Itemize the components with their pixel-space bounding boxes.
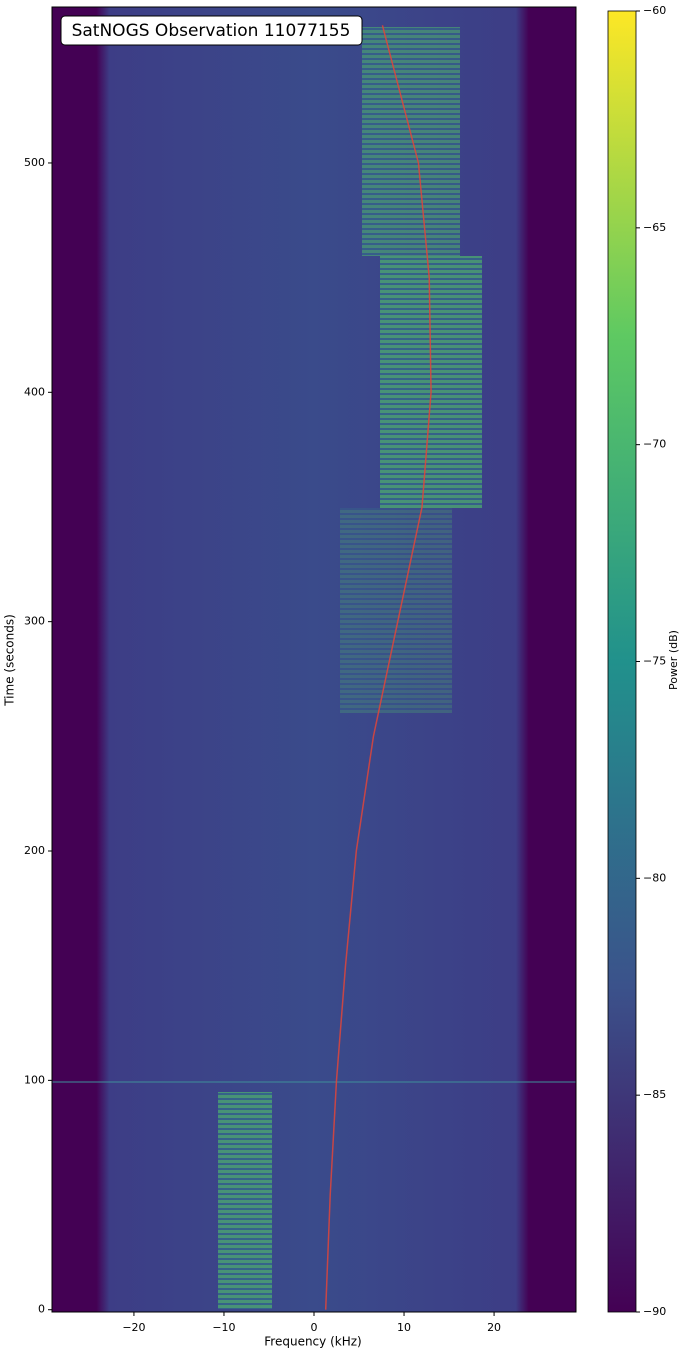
colorbar-tick-label: −75 <box>643 655 666 668</box>
colorbar-tick-label: −70 <box>643 438 666 451</box>
colorbar-tick-label: −80 <box>643 871 666 884</box>
x-tick-label: 20 <box>487 1321 501 1334</box>
waterfall <box>52 7 576 1312</box>
doppler-trace <box>324 25 432 1310</box>
colorbar-label: Power (dB) <box>667 630 680 690</box>
y-axis-label: Time (seconds) <box>3 614 17 707</box>
colorbar-tick-label: −60 <box>643 4 666 17</box>
colorbar-tick-label: −90 <box>643 1305 666 1318</box>
x-tick-label: 10 <box>397 1321 411 1334</box>
y-tick-label: 0 <box>38 1303 45 1316</box>
x-axis-label: Frequency (kHz) <box>264 1335 361 1349</box>
colorbar-tick-label: −65 <box>643 221 666 234</box>
y-tick-label: 400 <box>24 385 45 398</box>
x-tick-label: 0 <box>311 1321 318 1334</box>
signal-burst <box>362 27 460 256</box>
y-tick-label: 500 <box>24 156 45 169</box>
title-box <box>60 15 363 46</box>
signal-burst <box>218 1092 272 1309</box>
colorbar-tick-label: −85 <box>643 1088 666 1101</box>
chart-title: SatNOGS Observation 11077155 <box>72 21 351 41</box>
signal-burst <box>340 508 452 713</box>
y-tick-label: 200 <box>24 844 45 857</box>
y-tick-label: 100 <box>24 1073 45 1086</box>
colorbar <box>607 10 637 1313</box>
x-tick-label: −20 <box>122 1321 145 1334</box>
x-tick-label: −10 <box>212 1321 235 1334</box>
y-tick-label: 300 <box>24 615 45 628</box>
